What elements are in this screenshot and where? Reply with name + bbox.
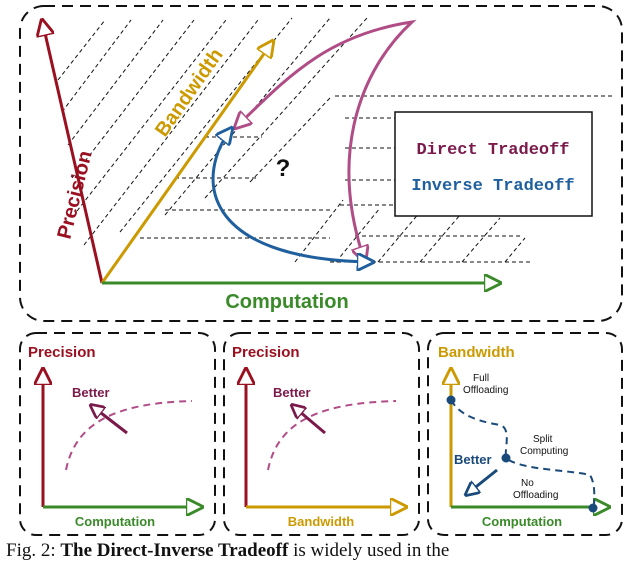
panel-1-title: Precision	[28, 344, 96, 361]
split-computing-label-line1: Split	[533, 434, 553, 445]
panel-3-x-label: Computation	[482, 514, 562, 529]
panel-2-x-label: Bandwidth	[288, 514, 354, 529]
precision-axis-arrow	[42, 20, 104, 284]
no-offloading-label-line1: No	[521, 478, 534, 489]
no-offloading-label-line2: Offloading	[513, 490, 558, 501]
panel-2-better-label: Better	[273, 385, 311, 400]
figure-caption: Fig. 2: The Direct-Inverse Tradeoff is w…	[6, 540, 636, 563]
no-offloading-point	[588, 503, 598, 513]
panel-2-border	[223, 332, 420, 536]
bandwidth-axis-label: Bandwidth	[151, 45, 228, 141]
panel-3-curve	[450, 399, 596, 509]
panel-1-better-label: Better	[72, 385, 110, 400]
legend-direct-tradeoff: Direct Tradeoff	[416, 141, 569, 160]
panel-3-better-label: Better	[454, 452, 492, 467]
panel-bandwidth-computation: Bandwidth Better Full Offloading Split C…	[427, 332, 623, 536]
panel-precision-computation: Precision Better Computation	[19, 332, 216, 536]
legend-border	[394, 111, 593, 217]
full-offloading-point	[446, 395, 456, 405]
legend-box: Direct Tradeoff Inverse Tradeoff	[394, 111, 593, 217]
main-panel-border	[19, 5, 623, 322]
full-offloading-label-line2: Offloading	[463, 385, 508, 396]
panel-2-better-arrow	[293, 406, 326, 435]
bandwidth-axis-arrow	[100, 41, 273, 284]
split-computing-label-line2: Computing	[520, 446, 568, 457]
panel-3-border	[427, 332, 623, 536]
panel-1-x-label: Computation	[75, 514, 155, 529]
legend-inverse-tradeoff: Inverse Tradeoff	[411, 177, 574, 196]
caption-bold: The Direct-Inverse Tradeoff	[60, 540, 289, 561]
split-computing-point	[501, 453, 511, 463]
main-panel: Precision Bandwidth Computation ? Direct…	[19, 5, 623, 322]
panel-3-better-arrow	[467, 468, 498, 494]
panel-precision-bandwidth: Precision Better Bandwidth	[223, 332, 420, 536]
tradeoff-diagram: Precision Bandwidth Computation ? Direct…	[19, 5, 623, 536]
caption-lead: Fig. 2:	[6, 540, 56, 561]
panel-2-curve	[267, 400, 397, 471]
computation-axis-label: Computation	[225, 291, 348, 313]
caption-rest: is widely used in the	[293, 540, 450, 561]
panel-2-title: Precision	[232, 344, 300, 361]
unknown-region-question-mark: ?	[276, 155, 291, 182]
panel-1-better-arrow	[92, 406, 128, 435]
inverse-tradeoff-curve	[211, 128, 373, 262]
full-offloading-label-line1: Full	[473, 373, 489, 384]
panel-3-title: Bandwidth	[438, 344, 515, 361]
panel-1-border	[19, 332, 216, 536]
panel-1-curve	[65, 400, 193, 471]
